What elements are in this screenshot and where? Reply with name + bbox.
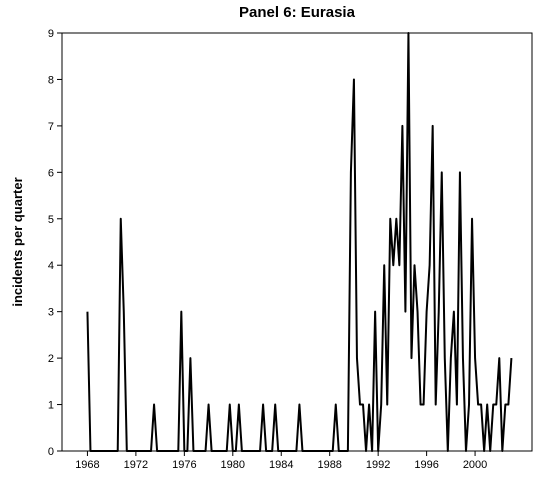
series-line [86,32,513,452]
x-tick-label: 1968 [75,459,99,471]
x-tick-label: 1972 [124,459,148,471]
y-tick-label: 1 [48,400,54,412]
x-tick-label: 2000 [463,459,487,471]
y-tick-label: 6 [48,167,54,179]
x-tick-label: 1988 [317,459,341,471]
x-tick-label: 1992 [366,459,390,471]
x-tick-label: 1996 [414,459,438,471]
y-tick-label: 8 [48,74,54,86]
y-axis-label: incidents per quarter [10,177,25,306]
y-tick-label: 4 [48,260,54,272]
y-tick-label: 3 [48,307,54,319]
y-tick-label: 5 [48,214,54,226]
x-tick-label: 1976 [172,459,196,471]
x-tick-label: 1980 [221,459,245,471]
chart-title: Panel 6: Eurasia [239,4,356,21]
y-tick-label: 9 [48,28,54,40]
x-tick-label: 1984 [269,459,293,471]
y-tick-label: 2 [48,353,54,365]
y-tick-label: 7 [48,121,54,133]
y-tick-label: 0 [48,446,54,458]
